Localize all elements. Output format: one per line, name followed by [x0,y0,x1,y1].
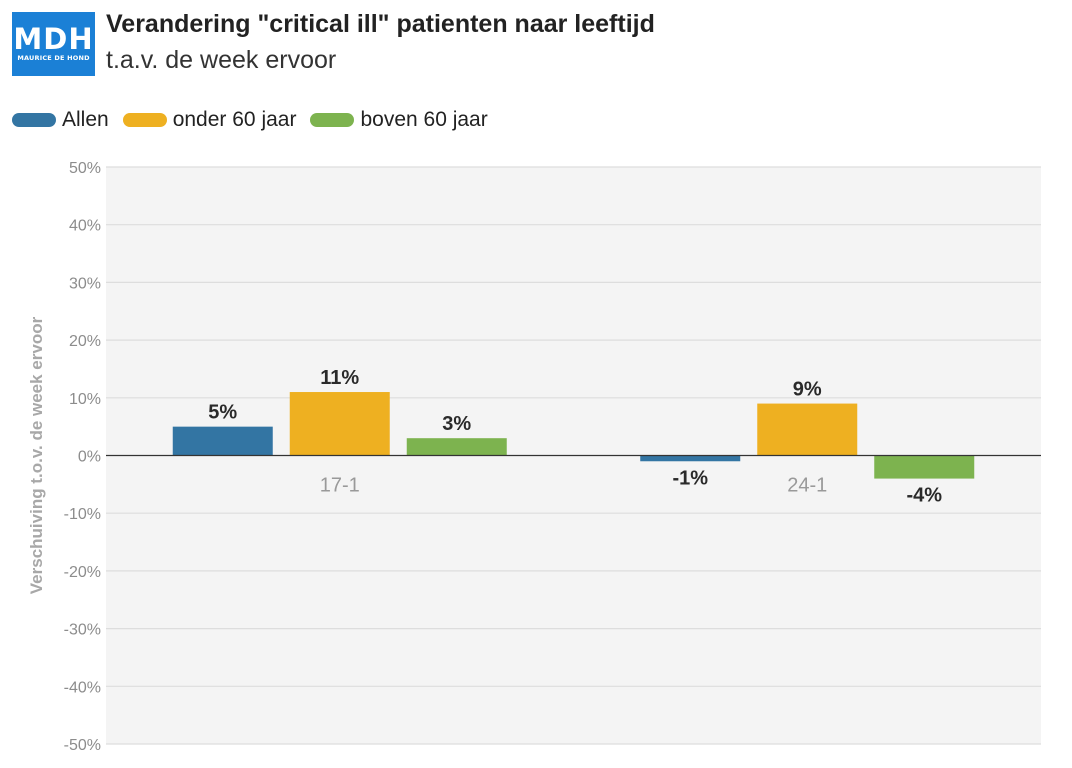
chart-title: Verandering "critical ill" patienten naa… [106,10,655,38]
logo-text: MDH [13,22,94,56]
legend-item-onder-60[interactable]: onder 60 jaar [122,108,297,132]
data-label: 5% [208,402,237,424]
bar [406,438,507,456]
y-tick-label: 0% [78,449,101,466]
chart-subtitle: t.a.v. de week ervoor [106,46,337,74]
bar [172,426,273,456]
x-tick-label: 24-1 [787,475,827,497]
data-label: 11% [320,367,359,389]
legend-swatch-allen [12,113,56,127]
y-tick-label: 30% [69,275,101,292]
legend-swatch-boven-60 [310,113,355,127]
legend-item-boven-60[interactable]: boven 60 jaar [310,108,488,132]
x-tick-label: 17-1 [320,475,360,497]
legend: Allen onder 60 jaar boven 60 jaar [12,108,502,132]
y-tick-label: -10% [64,506,101,523]
mdh-logo: MDH MAURICE DE HOND [12,12,95,76]
y-tick-label: -30% [64,622,101,639]
data-label: 3% [442,413,471,435]
y-tick-label: 10% [69,391,101,408]
y-tick-label: 40% [69,218,101,235]
bar [289,392,390,456]
legend-item-allen[interactable]: Allen [12,108,109,132]
y-tick-label: -40% [64,679,101,696]
data-label: -4% [906,485,942,507]
bar [757,403,858,456]
data-label: 9% [793,379,822,401]
legend-label-allen: Allen [62,108,109,131]
y-tick-label: 20% [69,333,101,350]
legend-swatch-onder-60 [122,113,167,127]
bar [874,455,975,479]
y-axis-title: Verschuiving t.o.v. de week ervoor [27,316,46,594]
y-tick-label: 50% [69,160,101,177]
y-tick-label: -20% [64,564,101,581]
data-label: -1% [672,467,708,489]
logo-subtext: MAURICE DE HOND [17,54,90,62]
y-tick-label: -50% [64,737,101,754]
legend-label-onder-60: onder 60 jaar [172,108,297,131]
legend-label-boven-60: boven 60 jaar [360,108,488,131]
bar [640,455,741,462]
